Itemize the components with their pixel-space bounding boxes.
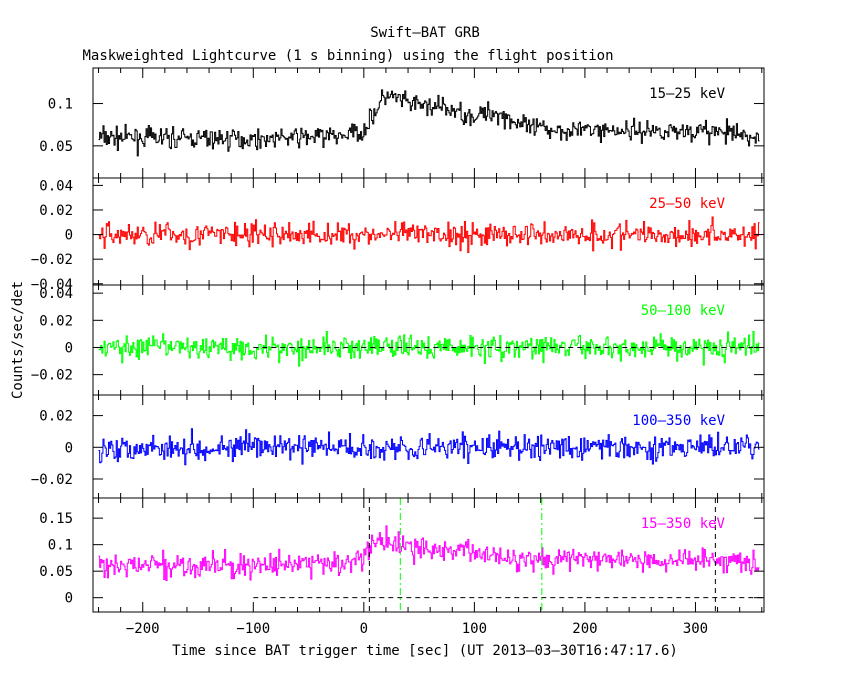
- x-tick-label: −200: [126, 621, 160, 637]
- band-label: 15–25 keV: [649, 86, 725, 102]
- panel-3: −0.02 0 0.02 0.04 50–100 keV: [31, 284, 765, 396]
- panel-2: −0.04 −0.02 0 0.02 0.04 25–50 keV: [31, 177, 765, 293]
- x-tick-label: 300: [683, 621, 708, 637]
- x-axis-label: Time since BAT trigger time [sec] (UT 20…: [172, 643, 678, 659]
- y-tick-label: 0: [65, 340, 73, 356]
- y-axis-label: Counts/sec/det: [10, 281, 26, 399]
- y-tick-label: −0.02: [31, 252, 73, 268]
- panel-5: 0 0.05 0.1 0.15 15–350 keV: [39, 497, 765, 613]
- chart-title: Swift—BAT GRB: [370, 25, 480, 41]
- x-tick-label: 0: [360, 621, 368, 637]
- panel-frame: [92, 177, 765, 286]
- band-label: 25–50 keV: [649, 196, 725, 212]
- band-label: 100–350 keV: [632, 413, 725, 429]
- y-tick-label: 0.02: [39, 203, 73, 219]
- y-tick-label: 0.15: [39, 511, 73, 527]
- y-tick-label: 0.04: [39, 286, 73, 302]
- y-tick-label: 0.05: [39, 139, 73, 155]
- panel-frame: [92, 67, 765, 179]
- x-tick-labels: −200 −100 0 100 200 300: [126, 621, 708, 637]
- series-line: [98, 525, 760, 582]
- y-tick-label: 0.04: [39, 178, 73, 194]
- series-line: [98, 428, 760, 466]
- panels-group: 0.05 0.1 15–25 keV −0.04 −0.02 0 0.02 0.04 25–50…: [31, 67, 765, 613]
- band-label: 50–100 keV: [641, 303, 726, 319]
- y-tick-label: −0.04: [31, 277, 73, 293]
- y-tick-label: −0.02: [31, 472, 73, 488]
- y-tick-label: −0.02: [31, 368, 73, 384]
- chart-subtitle: Maskweighted Lightcurve (1 s binning) us…: [82, 48, 613, 64]
- x-tick-label: 200: [572, 621, 597, 637]
- y-tick-label: 0.05: [39, 564, 73, 580]
- y-tick-label: 0: [65, 440, 73, 456]
- y-tick-label: 0: [65, 228, 73, 244]
- x-tick-label: −100: [236, 621, 270, 637]
- panel-1: 0.05 0.1 15–25 keV: [39, 67, 765, 179]
- y-tick-label: 0.02: [39, 409, 73, 425]
- series-line: [98, 216, 760, 254]
- panel-4: −0.02 0 0.02 100–350 keV: [31, 394, 765, 499]
- x-tick-label: 100: [462, 621, 487, 637]
- y-tick-label: 0.02: [39, 313, 73, 329]
- series-line: [98, 89, 760, 157]
- series-line: [98, 331, 760, 367]
- y-tick-label: 0: [65, 591, 73, 607]
- panel-frame: [92, 497, 765, 613]
- band-label: 15–350 keV: [641, 516, 726, 532]
- y-tick-label: 0.1: [48, 97, 73, 113]
- y-tick-label: 0.1: [48, 538, 73, 554]
